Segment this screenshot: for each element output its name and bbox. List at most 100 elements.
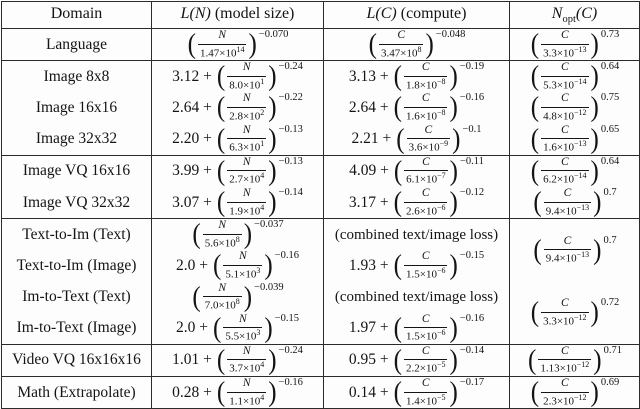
denominator-exponent: 4 bbox=[260, 202, 265, 212]
left-paren-icon: ( bbox=[530, 156, 540, 187]
right-paren-icon: ) bbox=[590, 61, 599, 92]
denominator: 8.0×101 bbox=[227, 75, 267, 93]
power-law-formula: 3.13 +(C 1.8×10−8) −0.19 bbox=[324, 61, 509, 92]
power-exponent: −0.16 bbox=[459, 92, 485, 104]
power-law-formula: 2.0 +(N 5.5×103) −0.15 bbox=[152, 313, 323, 344]
header-math: L(N) bbox=[180, 4, 211, 22]
fraction: C 6.2×10−14 bbox=[541, 156, 589, 187]
loss-vs-model-size-cell: 1.01 +(N 3.7×104) −0.24 bbox=[151, 344, 324, 377]
power-exponent: −0.19 bbox=[459, 61, 485, 73]
loss-vs-compute-cell: 4.09 +(C 6.1×10−7) −0.11 bbox=[323, 155, 510, 187]
denominator-mantissa: 6.1×10 bbox=[406, 173, 438, 186]
right-paren-icon: ) bbox=[590, 297, 599, 328]
denominator: 9.4×10−13 bbox=[543, 249, 592, 266]
loss-vs-model-size-cell: 0.28 +(N 1.1×104) −0.16 bbox=[151, 376, 324, 409]
left-paren-icon: ( bbox=[393, 313, 402, 344]
power-law-formula: 2.64 +(N 2.8×102) −0.22 bbox=[152, 92, 323, 123]
domain-label: Video VQ 16x16x16 bbox=[12, 351, 141, 369]
power-law-formula: 0.14 +(C 1.4×10−5) −0.17 bbox=[324, 377, 509, 408]
denominator: 7.0×108 bbox=[202, 296, 242, 313]
numerator: C bbox=[560, 377, 569, 390]
formula-prefix: 2.21 + bbox=[351, 130, 392, 148]
denominator-mantissa: 2.7×10 bbox=[229, 173, 261, 186]
denominator-exponent: 1 bbox=[260, 76, 265, 86]
right-paren-icon: ) bbox=[590, 156, 599, 187]
numerator: C bbox=[563, 186, 572, 199]
fraction: C 3.47×108 bbox=[378, 29, 424, 60]
numerator: N bbox=[242, 123, 251, 136]
denominator: 6.2×10−14 bbox=[541, 170, 589, 187]
power-exponent: 0.7 bbox=[603, 234, 617, 246]
left-paren-icon: ( bbox=[396, 124, 405, 155]
left-paren-icon: ( bbox=[393, 187, 402, 218]
fraction: C 1.5×10−6 bbox=[403, 250, 448, 281]
header-row: Domain L(N) (model size) L(C) (compute) … bbox=[1, 1, 640, 29]
formula-prefix: 1.01 + bbox=[172, 351, 212, 369]
denominator: 3.3×10−12 bbox=[541, 311, 589, 329]
numerator: C bbox=[563, 234, 572, 247]
denominator-exponent: −12 bbox=[574, 312, 587, 322]
formula-prefix: 3.13 + bbox=[348, 67, 389, 85]
power-exponent: 0.75 bbox=[600, 92, 620, 104]
domain-label: Text-to-Im (Text) bbox=[22, 225, 131, 243]
power-law-formula: 0.28 +(N 1.1×104) −0.16 bbox=[152, 377, 323, 408]
loss-vs-compute-cell: (C 3.47×108) −0.048 bbox=[323, 28, 510, 61]
fraction: N 2.8×102 bbox=[227, 92, 267, 123]
formula-prefix: 1.93 + bbox=[348, 256, 389, 274]
denominator-exponent: −8 bbox=[436, 76, 446, 86]
numerator: N bbox=[242, 186, 251, 199]
denominator-mantissa: 1.9×10 bbox=[229, 205, 261, 218]
combined-loss-note: (combined text/image loss) bbox=[334, 289, 499, 306]
numerator: C bbox=[560, 123, 569, 136]
denominator-exponent: 4 bbox=[260, 171, 265, 181]
fraction: N 1.47×1014 bbox=[197, 29, 247, 60]
fraction: C 2.3×10−12 bbox=[541, 377, 589, 409]
loss-vs-compute-cell: 1.97 +(C 1.5×10−6) −0.16 bbox=[323, 312, 510, 345]
domain-label: Image VQ 16x16 bbox=[22, 162, 131, 180]
numerator: C bbox=[421, 344, 430, 357]
right-paren-icon: ) bbox=[268, 345, 277, 376]
left-paren-icon: ( bbox=[393, 377, 402, 408]
denominator: 2.3×10−12 bbox=[541, 391, 589, 409]
denominator-mantissa: 5.5×10 bbox=[225, 330, 257, 343]
power-law-formula: 3.99 +(N 2.7×104) −0.13 bbox=[152, 156, 323, 187]
n-opt-cell: (C 1.13×10−12) 0.71 bbox=[509, 344, 640, 377]
power-law-formula: (C 2.3×10−12) 0.69 bbox=[510, 377, 639, 408]
numerator: C bbox=[421, 61, 430, 74]
n-opt-cell: (C 3.3×10−13) 0.73 bbox=[509, 28, 640, 61]
numerator: N bbox=[218, 281, 227, 294]
left-paren-icon: ( bbox=[393, 345, 402, 376]
numerator: N bbox=[242, 61, 251, 74]
col-header-loss-model-size: L(N) (model size) bbox=[151, 1, 324, 29]
table-row: Text-to-Im (Text)(N 5.6×108) −0.037 (combin… bbox=[2, 218, 640, 282]
formula-prefix: 3.17 + bbox=[348, 193, 389, 211]
formula-prefix: 0.28 + bbox=[172, 383, 212, 401]
formula-prefix: 0.95 + bbox=[348, 351, 389, 369]
denominator-exponent: −6 bbox=[436, 328, 446, 338]
power-law-formula: 4.09 +(C 6.1×10−7) −0.11 bbox=[324, 156, 509, 187]
denominator: 4.8×10−12 bbox=[541, 106, 589, 124]
denominator-exponent: −5 bbox=[436, 392, 446, 402]
power-exponent: −0.14 bbox=[459, 344, 485, 356]
right-paren-icon: ) bbox=[449, 187, 458, 218]
fraction: C 3.3×10−13 bbox=[541, 29, 589, 60]
numerator: N bbox=[239, 312, 247, 325]
numerator: N bbox=[242, 377, 251, 390]
header-math: L(C) bbox=[366, 4, 397, 22]
denominator: 1.1×104 bbox=[227, 391, 267, 409]
n-opt-cell: (C 4.8×10−12) 0.75 bbox=[509, 92, 640, 124]
power-law-formula: 3.07 +(N 1.9×104) −0.14 bbox=[152, 187, 323, 218]
formula-prefix: 1.97 + bbox=[348, 319, 389, 337]
denominator: 5.1×103 bbox=[223, 264, 263, 282]
n-opt-cell: (C 2.3×10−12) 0.69 bbox=[509, 376, 640, 409]
denominator-exponent: −14 bbox=[574, 171, 587, 181]
denominator-mantissa: 2.3×10 bbox=[543, 395, 575, 408]
denominator-exponent: −5 bbox=[436, 360, 446, 370]
left-paren-icon: ( bbox=[530, 29, 540, 60]
numerator: C bbox=[560, 61, 569, 74]
denominator-mantissa: 3.3×10 bbox=[543, 47, 575, 60]
formula-prefix: 2.64 + bbox=[348, 98, 389, 116]
power-law-formula: 2.21 +(C 3.6×10−9) −0.1 bbox=[324, 124, 509, 155]
left-paren-icon: ( bbox=[216, 187, 226, 218]
formula-prefix: 2.0 + bbox=[176, 319, 209, 337]
